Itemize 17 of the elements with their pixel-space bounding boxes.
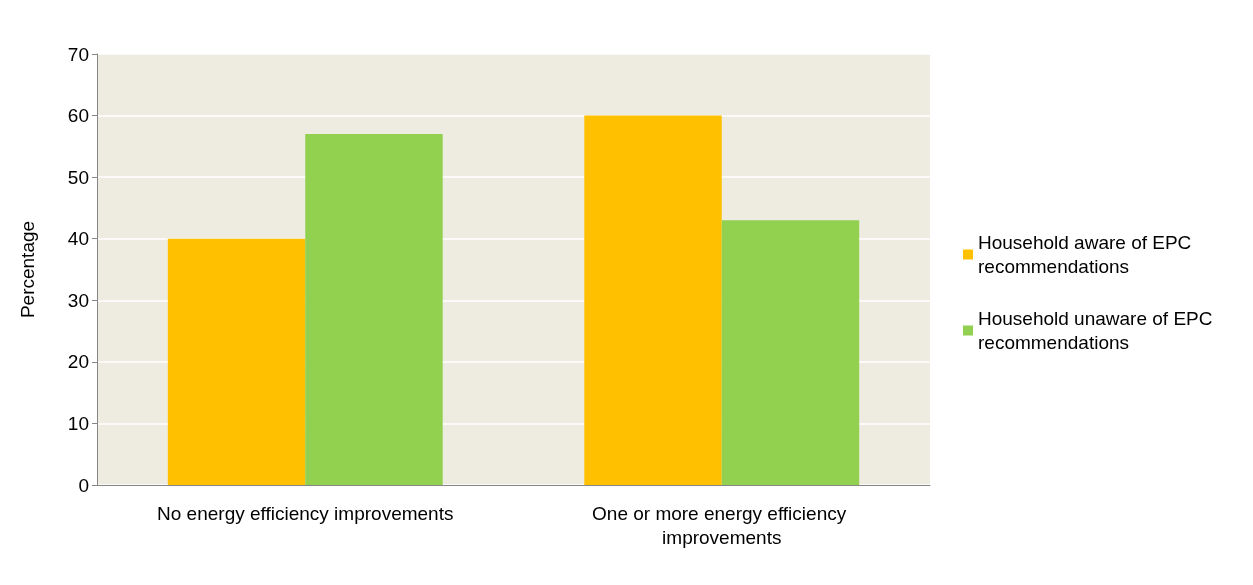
x-tick-label: No energy efficiency improvements [157, 502, 454, 524]
y-tick-label: 20 [67, 351, 89, 373]
y-tick-label: 50 [67, 166, 89, 188]
y-axis-title: Percentage [17, 220, 38, 319]
bar [305, 134, 443, 485]
legend-label: Household aware of EPC recommendations [978, 232, 1197, 277]
bar [721, 220, 860, 485]
bar [167, 238, 306, 485]
y-tick-label: 0 [78, 474, 89, 496]
y-tick-label: 10 [67, 412, 89, 434]
y-tick-label: 60 [67, 105, 89, 127]
bar [584, 115, 722, 485]
x-tick-label: One or more energy efficiency improvements [592, 502, 852, 548]
y-tick-label: 40 [67, 228, 89, 250]
legend-label: Household unaware of EPC recommendations [978, 308, 1218, 353]
y-tick-label: 30 [67, 289, 89, 311]
y-tick-label: 70 [67, 43, 89, 65]
